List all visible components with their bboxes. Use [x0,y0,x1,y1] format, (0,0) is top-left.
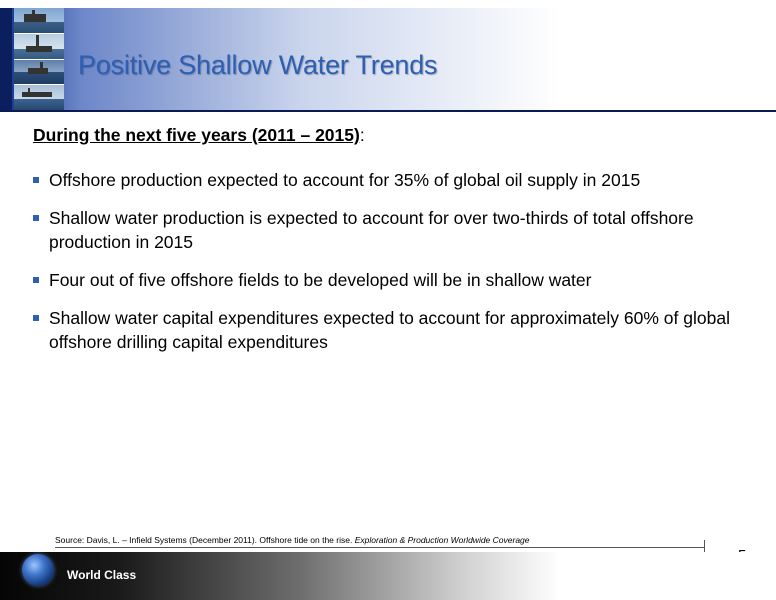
header-banner: Positive Shallow Water Trends [0,8,776,112]
intro-heading: During the next five years (2011 – 2015)… [33,125,365,146]
footer-label: World Class [67,568,137,582]
bullet-square-icon [33,315,39,321]
bullet-text: Offshore production expected to account … [49,170,641,190]
slide-title: Positive Shallow Water Trends [78,50,438,80]
bullet-list: Offshore production expected to account … [33,168,733,368]
bullet-square-icon [33,215,39,221]
bullet-text: Shallow water capital expenditures expec… [49,308,730,352]
bullet-item: Offshore production expected to account … [33,168,733,192]
source-publication: Exploration & Production Worldwide Cover… [354,535,530,545]
footer-bar [0,552,776,600]
offshore-rig-photo [14,33,64,60]
bullet-item: Shallow water capital expenditures expec… [33,306,733,354]
source-text: Source: Davis, L. – Infield Systems (Dec… [55,535,355,545]
offshore-rig-photo [14,59,64,86]
header-photo-strip [14,8,64,110]
bullet-text: Four out of five offshore fields to be d… [49,270,592,290]
bullet-square-icon [33,277,39,283]
bullet-item: Shallow water production is expected to … [33,206,733,254]
footer-divider-tick [704,540,705,554]
bullet-item: Four out of five offshore fields to be d… [33,268,733,292]
intro-heading-text: During the next five years (2011 – 2015) [33,125,360,145]
bullet-square-icon [33,177,39,183]
footer-divider [55,547,705,548]
offshore-rig-photo [14,85,64,110]
globe-icon [22,554,54,586]
intro-heading-colon: : [359,125,365,145]
bullet-text: Shallow water production is expected to … [49,208,694,252]
source-citation: Source: Davis, L. – Infield Systems (Dec… [55,535,530,545]
offshore-rig-photo [14,8,64,34]
